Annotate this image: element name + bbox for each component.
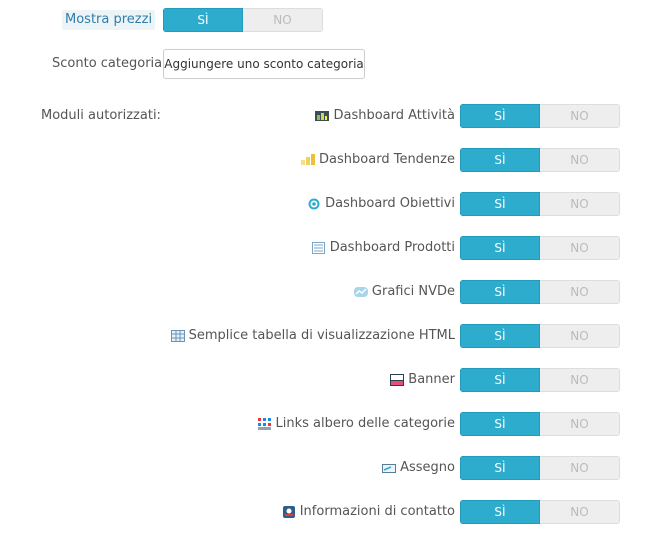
module-toggle[interactable]: SÌ NO [460, 500, 620, 524]
module-no[interactable]: NO [540, 104, 620, 128]
module-row: Semplice tabella di visualizzazione HTML… [0, 323, 646, 349]
category-discount-label: Sconto categoria [52, 56, 163, 71]
module-name: Links albero delle categorie [275, 416, 455, 431]
module-yes[interactable]: SÌ [460, 412, 540, 436]
module-no[interactable]: NO [540, 192, 620, 216]
category-tree-icon [257, 418, 272, 430]
module-no[interactable]: NO [540, 456, 620, 480]
module-toggle[interactable]: SÌ NO [460, 148, 620, 172]
module-row: Informazioni di contatto SÌ NO [0, 499, 646, 525]
module-label: Dashboard Obiettivi [307, 196, 455, 212]
module-toggle[interactable]: SÌ NO [460, 236, 620, 260]
module-name: Dashboard Attività [333, 108, 455, 123]
module-name: Dashboard Tendenze [319, 152, 455, 167]
authorized-modules-label: Moduli autorizzati: [41, 108, 161, 123]
module-row: Assegno SÌ NO [0, 455, 646, 481]
module-toggle[interactable]: SÌ NO [460, 412, 620, 436]
module-toggle[interactable]: SÌ NO [460, 104, 620, 128]
module-label: Semplice tabella di visualizzazione HTML [170, 328, 455, 344]
banner-icon [390, 374, 405, 386]
module-no[interactable]: NO [540, 236, 620, 260]
show-prices-yes[interactable]: SÌ [163, 8, 243, 32]
module-label: Assegno [382, 460, 455, 476]
show-prices-toggle[interactable]: SÌ NO [163, 8, 323, 32]
nvd3-graph-icon [353, 286, 368, 298]
module-toggle[interactable]: SÌ NO [460, 368, 620, 392]
module-row: Dashboard Prodotti SÌ NO [0, 235, 646, 261]
module-toggle[interactable]: SÌ NO [460, 280, 620, 304]
module-row: Dashboard Attività SÌ NO [0, 103, 646, 129]
module-name: Dashboard Prodotti [329, 240, 455, 255]
module-label: Dashboard Tendenze [301, 152, 455, 168]
module-row: Links albero delle categorie SÌ NO [0, 411, 646, 437]
module-name: Dashboard Obiettivi [325, 196, 455, 211]
module-no[interactable]: NO [540, 148, 620, 172]
show-prices-label: Mostra prezzi [62, 10, 156, 30]
module-no[interactable]: NO [540, 500, 620, 524]
dashboard-products-icon [311, 242, 326, 254]
module-yes[interactable]: SÌ [460, 500, 540, 524]
module-no[interactable]: NO [540, 412, 620, 436]
module-label: Links albero delle categorie [257, 416, 455, 432]
contact-info-icon [282, 506, 296, 518]
module-name: Grafici NVDe [371, 284, 455, 299]
module-yes[interactable]: SÌ [460, 192, 540, 216]
module-toggle[interactable]: SÌ NO [460, 456, 620, 480]
cheque-icon [382, 462, 397, 474]
module-row: Dashboard Obiettivi SÌ NO [0, 191, 646, 217]
module-label: Dashboard Attività [315, 108, 455, 124]
module-yes[interactable]: SÌ [460, 104, 540, 128]
module-yes[interactable]: SÌ [460, 280, 540, 304]
module-label: Dashboard Prodotti [311, 240, 455, 256]
module-yes[interactable]: SÌ [460, 456, 540, 480]
module-yes[interactable]: SÌ [460, 148, 540, 172]
module-row: Dashboard Tendenze SÌ NO [0, 147, 646, 173]
module-toggle[interactable]: SÌ NO [460, 192, 620, 216]
module-no[interactable]: NO [540, 368, 620, 392]
module-name: Assegno [400, 460, 455, 475]
dashboard-activity-icon [315, 110, 330, 122]
module-label: Banner [390, 372, 455, 388]
module-row: Banner SÌ NO [0, 367, 646, 393]
module-yes[interactable]: SÌ [460, 368, 540, 392]
module-label: Informazioni di contatto [282, 504, 455, 520]
show-prices-no[interactable]: NO [243, 8, 323, 32]
html-table-icon [170, 330, 185, 342]
module-yes[interactable]: SÌ [460, 236, 540, 260]
dashboard-goals-icon [307, 198, 321, 210]
module-yes[interactable]: SÌ [460, 324, 540, 348]
module-no[interactable]: NO [540, 324, 620, 348]
module-row: Grafici NVDe SÌ NO [0, 279, 646, 305]
module-name: Banner [408, 372, 455, 387]
dashboard-trends-icon [301, 154, 316, 166]
module-no[interactable]: NO [540, 280, 620, 304]
add-category-discount-button[interactable]: Aggiungere uno sconto categoria [163, 49, 365, 79]
module-name: Semplice tabella di visualizzazione HTML [188, 328, 455, 343]
module-toggle[interactable]: SÌ NO [460, 324, 620, 348]
module-name: Informazioni di contatto [299, 504, 455, 519]
module-label: Grafici NVDe [353, 284, 455, 300]
